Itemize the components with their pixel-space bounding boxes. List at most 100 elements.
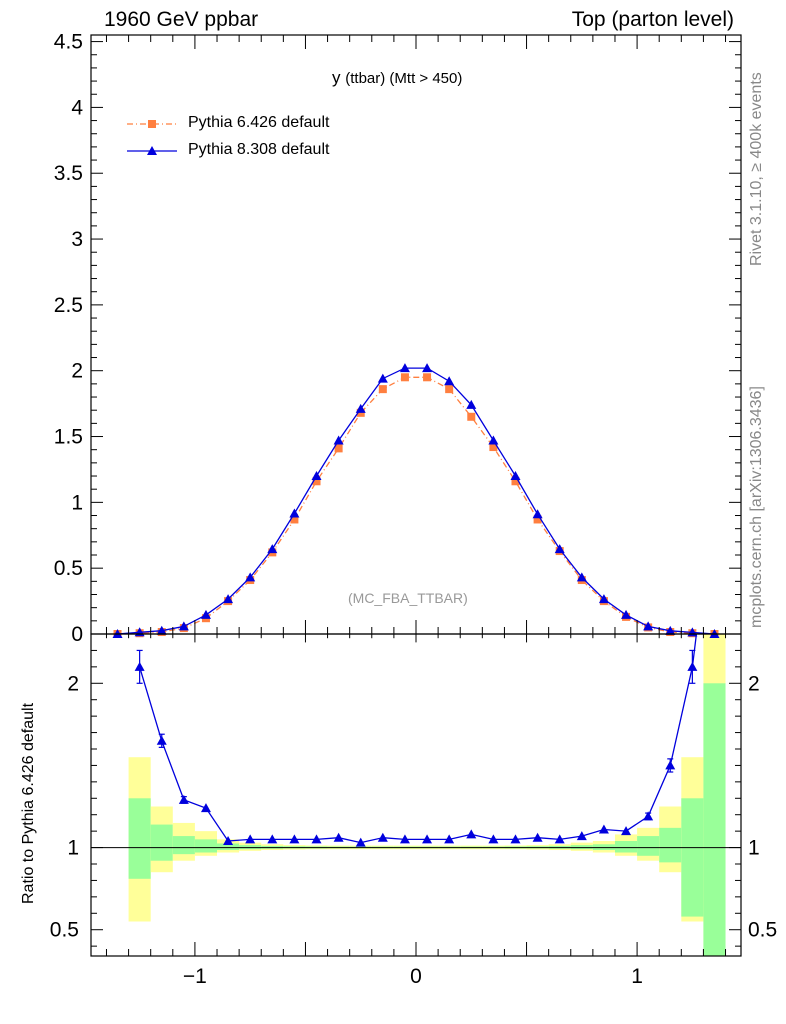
- pythia8-point: [267, 544, 278, 554]
- pythia6-point: [312, 477, 321, 486]
- plot-title-sub: (ttbar) (Mtt > 450): [345, 70, 463, 87]
- band-inner-bin: [172, 836, 195, 855]
- ratio-pythia8-point: [510, 834, 521, 844]
- pythia8-point: [488, 435, 499, 445]
- analysis-label: (MC_FBA_TTBAR): [348, 590, 468, 606]
- pythia6-point: [533, 515, 542, 524]
- header-process-label: Top (parton level): [571, 8, 734, 31]
- band-inner-bin: [128, 798, 151, 879]
- pythia6-point: [290, 515, 299, 524]
- source-label: mcplots.cern.ch [arXiv:1306.3436]: [748, 386, 765, 628]
- pythia8-point: [532, 509, 543, 519]
- x-tick-label: −1: [183, 965, 207, 988]
- ratio-y-tick-label-right: 2: [748, 672, 760, 695]
- pythia8-point: [598, 594, 609, 604]
- ratio-pythia8-point: [466, 829, 477, 839]
- pythia8-point: [621, 609, 632, 619]
- main-y-tick-label: 0: [71, 623, 83, 646]
- pythia6-point: [511, 477, 520, 486]
- ratio-y-tick-label-left: 2: [67, 672, 79, 695]
- pythia8-point: [643, 621, 654, 631]
- ratio-pythia8-point: [267, 834, 278, 844]
- pythia8-point: [422, 363, 433, 373]
- ratio-y-tick-label-right: 0.5: [748, 919, 777, 942]
- band-inner-bin: [150, 824, 173, 861]
- legend-marker-pythia8: [147, 146, 157, 155]
- ratio-pythia8-point: [245, 834, 256, 844]
- plot-title: y (ttbar) (Mtt > 450): [332, 68, 462, 88]
- legend-label-pythia8: Pythia 8.308 default: [188, 141, 330, 158]
- pythia6-point: [400, 373, 409, 382]
- pythia8-point: [665, 625, 676, 635]
- pythia6-point: [467, 412, 476, 421]
- ratio-pythia8-point: [532, 832, 543, 842]
- ratio-pythia8-point: [554, 834, 565, 844]
- pythia8-point: [245, 572, 256, 582]
- pythia8-point: [444, 376, 455, 386]
- pythia8-point: [156, 625, 167, 635]
- ratio-pythia8-point: [200, 803, 211, 813]
- pythia8-point: [311, 471, 322, 481]
- pythia6-line: [117, 376, 715, 635]
- pythia8-point: [355, 403, 366, 413]
- pythia8-line: [117, 367, 715, 635]
- main-y-tick-label: 2.5: [54, 294, 83, 317]
- ratio-pythia8-point: [377, 832, 388, 842]
- x-tick-label: 1: [631, 965, 643, 988]
- pythia8-point: [333, 435, 344, 445]
- ratio-pythia8-point: [289, 834, 300, 844]
- main-y-tick-label: 3: [71, 228, 83, 251]
- ratio-pythia8-point: [576, 831, 587, 841]
- main-y-tick-label: 4: [71, 96, 83, 119]
- pythia6-point: [445, 385, 454, 394]
- pythia8-point: [178, 621, 189, 631]
- ratio-pythia8-point: [598, 824, 609, 834]
- band-inner-bin: [637, 836, 660, 856]
- pythia8-point: [200, 609, 211, 619]
- ratio-pythia8-point: [488, 834, 499, 844]
- pythia8-point: [223, 594, 234, 604]
- main-y-tick-label: 1.5: [54, 426, 83, 449]
- header-energy-label: 1960 GeV ppbar: [104, 8, 259, 31]
- pythia6-point: [334, 444, 343, 453]
- ratio-pythia8-point: [665, 760, 676, 770]
- pythia6-point: [423, 373, 432, 382]
- pythia6-point: [489, 443, 498, 452]
- pythia8-point: [576, 572, 587, 582]
- ratio-y-axis-label: Ratio to Pythia 6.426 default: [20, 702, 37, 904]
- pythia8-point: [554, 544, 565, 554]
- pythia8-point: [399, 363, 410, 373]
- band-inner-bin: [614, 841, 638, 853]
- band-inner-bin: [681, 798, 704, 917]
- ratio-y-tick-label-left: 0.5: [50, 919, 79, 942]
- ratio-pythia8-point: [355, 837, 366, 847]
- main-y-tick-label: 4.5: [54, 31, 83, 54]
- ratio-pythia8-point: [156, 735, 167, 745]
- legend-marker-pythia6: [148, 120, 156, 128]
- x-tick-label: 0: [410, 965, 422, 988]
- pythia8-point: [289, 508, 300, 518]
- ratio-pythia8-line: [138, 634, 698, 844]
- pythia8-point: [510, 471, 521, 481]
- ratio-pythia8-point: [422, 834, 433, 844]
- band-inner-bin: [194, 839, 218, 853]
- rivet-version-label: Rivet 3.1.10, ≥ 400k events: [748, 72, 765, 266]
- ratio-y-tick-label-right: 1: [748, 837, 760, 860]
- main-y-tick-label: 1: [71, 491, 83, 514]
- pythia8-point: [377, 373, 388, 383]
- ratio-pythia8-point: [311, 834, 322, 844]
- pythia8-point: [466, 399, 477, 409]
- main-y-tick-label: 2: [71, 360, 83, 383]
- ratio-pythia8-point: [178, 794, 189, 804]
- ratio-pythia8-point: [621, 826, 632, 836]
- band-inner-bin: [703, 683, 726, 956]
- ratio-pythia8-point: [643, 811, 654, 821]
- ratio-y-tick-label-left: 1: [67, 837, 79, 860]
- ratio-pythia8-point: [223, 836, 234, 845]
- ratio-pythia8-point: [687, 661, 698, 671]
- ratio-pythia8-point: [444, 834, 455, 844]
- ratio-plot-frame: [90, 633, 742, 957]
- ratio-pythia8-point: [134, 661, 145, 671]
- band-inner-bin: [659, 827, 682, 863]
